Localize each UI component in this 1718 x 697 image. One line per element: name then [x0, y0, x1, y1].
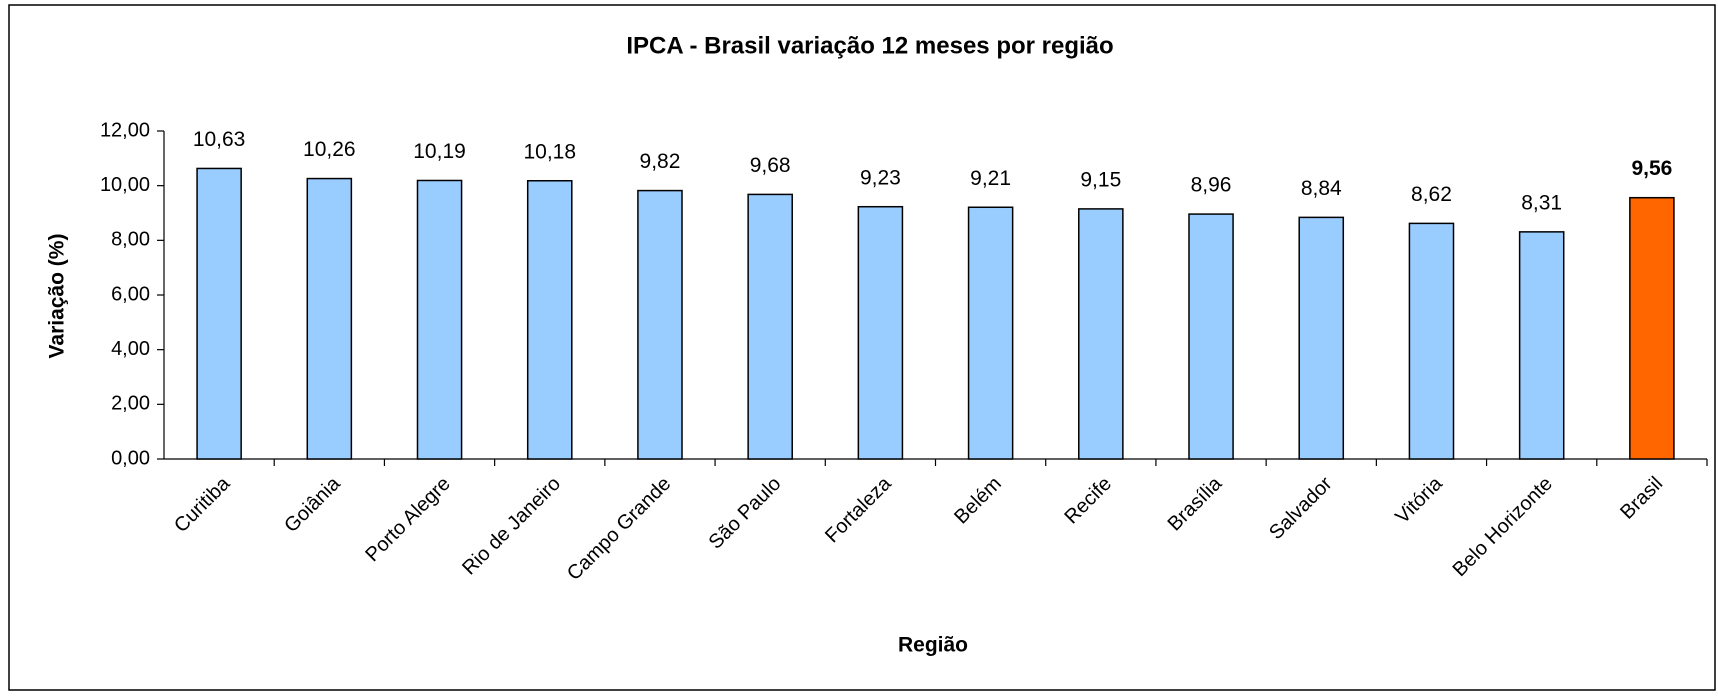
bar: [857, 205, 904, 460]
value-label: 9,23: [860, 166, 901, 189]
y-tick-label: 0,00: [111, 447, 150, 469]
value-label: 9,15: [1080, 168, 1121, 191]
value-label: 8,96: [1191, 174, 1232, 197]
bar: [1298, 216, 1345, 460]
bar: [1629, 196, 1675, 460]
value-label: 10,19: [413, 140, 466, 163]
value-label: 10,26: [303, 138, 356, 161]
bar: [747, 193, 793, 460]
value-label: 8,84: [1301, 177, 1342, 200]
value-label: 9,68: [750, 154, 791, 177]
bar: [1078, 208, 1124, 460]
y-tick-label: 12,00: [100, 119, 150, 141]
bar: [196, 167, 242, 460]
y-tick-label: 2,00: [111, 393, 150, 415]
value-label: 9,21: [970, 167, 1011, 190]
value-label: 9,56: [1631, 157, 1672, 180]
value-label: 10,18: [523, 140, 576, 163]
value-label: 9,82: [640, 150, 681, 173]
bar: [637, 189, 683, 460]
y-tick-label: 8,00: [111, 229, 150, 251]
chart-title: IPCA - Brasil variação 12 meses por regi…: [626, 32, 1113, 59]
bar: [416, 179, 463, 460]
bar: [1518, 231, 1565, 460]
x-axis-title: Região: [898, 634, 968, 657]
y-axis-title: Variação (%): [46, 234, 69, 359]
value-label: 8,31: [1521, 191, 1562, 214]
value-label: 8,62: [1411, 183, 1452, 206]
bar: [967, 206, 1014, 460]
value-label: 10,63: [193, 128, 246, 151]
y-tick-label: 4,00: [111, 338, 150, 360]
y-tick-label: 6,00: [111, 283, 150, 305]
bar: [1188, 213, 1234, 460]
bar: [1408, 222, 1455, 460]
bar: [306, 177, 353, 460]
y-tick-label: 10,00: [100, 174, 150, 196]
bar: [526, 179, 573, 460]
